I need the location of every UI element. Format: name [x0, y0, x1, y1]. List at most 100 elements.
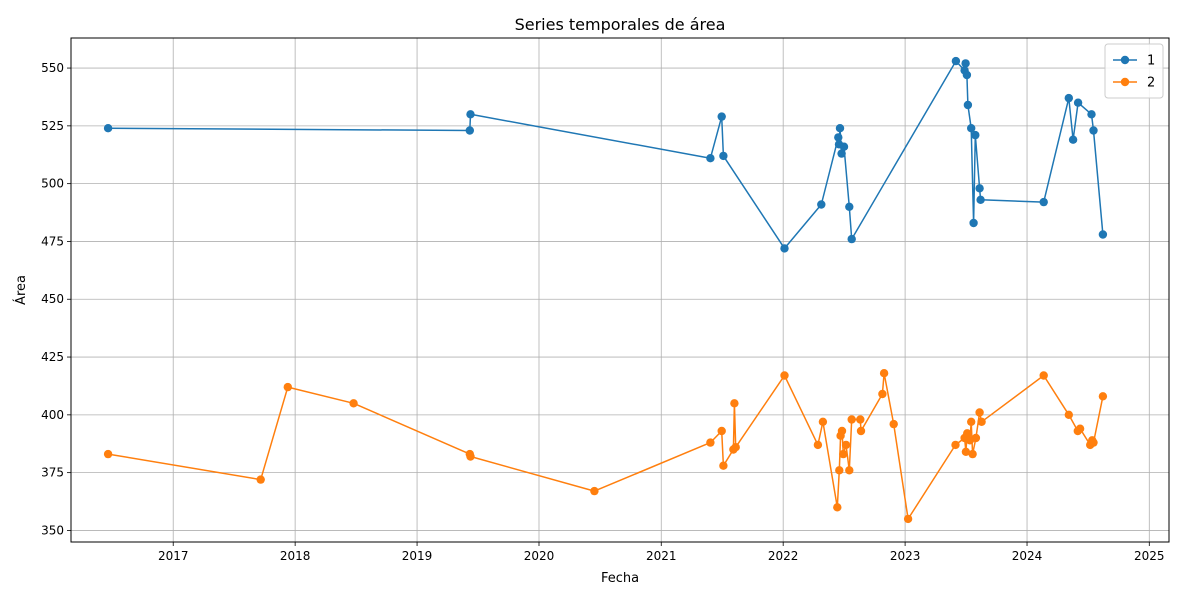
- series-2-point: [879, 369, 889, 378]
- x-tick-label: 2024: [1012, 549, 1043, 563]
- series-1-point: [465, 126, 474, 135]
- series-1-point: [780, 244, 789, 253]
- series-2-point: [706, 438, 715, 447]
- series-layer: [103, 56, 1108, 524]
- x-tick-label: 2022: [768, 549, 799, 563]
- y-tick-label: 350: [41, 523, 64, 537]
- series-1-point: [1098, 230, 1108, 239]
- series-2-point: [975, 408, 984, 417]
- series-2-point: [466, 452, 475, 461]
- series-1-point: [1073, 98, 1083, 107]
- series-2-point: [256, 475, 265, 484]
- legend-marker-1: [1120, 55, 1130, 65]
- legend: 12: [1104, 43, 1164, 99]
- series-2-point: [845, 466, 854, 475]
- series-1-point: [706, 154, 715, 163]
- series-2-point: [1089, 438, 1098, 447]
- series-2-point: [963, 429, 972, 438]
- series-2-point: [813, 440, 823, 450]
- series-2-point: [1075, 424, 1085, 433]
- series-2-point: [835, 466, 844, 475]
- series-1-point: [962, 70, 972, 80]
- series-1-point: [1087, 110, 1096, 119]
- series-1-point: [1064, 93, 1074, 103]
- series-1-point: [976, 195, 985, 204]
- series-1-point: [835, 124, 845, 133]
- y-tick-label: 400: [41, 408, 64, 422]
- series-1-point: [845, 202, 854, 211]
- series-2-point: [731, 443, 740, 452]
- series-1-point: [1039, 197, 1048, 207]
- series-2-point: [283, 382, 292, 392]
- tick-layer: 2017 2018 2019 2020 2021 2022 2023 2024 2025 350 3…: [41, 61, 1164, 563]
- y-tick-label: 475: [41, 234, 64, 248]
- series-1-point: [961, 59, 970, 68]
- series-2-point: [103, 449, 113, 459]
- series-2-point: [839, 449, 848, 459]
- series-2-point: [961, 447, 971, 456]
- series-2-point: [856, 415, 865, 424]
- series-1-point: [466, 110, 475, 119]
- y-tick-label: 500: [41, 177, 64, 191]
- series-2-point: [847, 415, 856, 424]
- x-tick-label: 2017: [158, 549, 189, 563]
- series-2: [103, 369, 1108, 524]
- legend-marker-2: [1120, 77, 1130, 87]
- x-tick-label: 2020: [524, 549, 555, 563]
- series-1-point: [967, 124, 976, 133]
- series-1-point: [1068, 135, 1078, 144]
- series-2-point: [971, 433, 981, 443]
- x-tick-label: 2018: [280, 549, 311, 563]
- y-axis-label: Área: [13, 275, 29, 305]
- series-2-point: [833, 503, 842, 512]
- chart-title: Series temporales de área: [515, 15, 726, 34]
- y-tick-label: 375: [41, 466, 64, 480]
- y-tick-label: 525: [41, 119, 64, 133]
- plot-frame: [70, 37, 1170, 543]
- series-1-point: [834, 133, 843, 142]
- series-1-point: [963, 100, 973, 110]
- series-1-point: [103, 124, 113, 133]
- series-2-point: [780, 371, 789, 380]
- series-2-point: [1039, 371, 1048, 380]
- series-2-point: [1098, 392, 1108, 401]
- series-2-point: [349, 399, 358, 408]
- y-tick-label: 425: [41, 350, 64, 364]
- series-1-point: [975, 184, 984, 193]
- x-tick-label: 2023: [890, 549, 921, 563]
- series-1-point: [837, 149, 846, 158]
- legend-label-1: 1: [1147, 54, 1155, 69]
- series-1-point: [951, 56, 961, 66]
- x-tick-label: 2021: [646, 549, 677, 563]
- x-tick-label: 2019: [402, 549, 433, 563]
- series-2-point: [730, 399, 739, 408]
- y-tick-label: 550: [41, 61, 64, 75]
- series-2-point: [977, 417, 986, 426]
- series-2-point: [951, 440, 960, 450]
- legend-label-2: 2: [1147, 76, 1155, 91]
- series-1-point: [1089, 126, 1098, 135]
- series-2-point: [967, 417, 976, 426]
- series-2-point: [856, 426, 866, 436]
- legend-box: [1104, 43, 1164, 99]
- x-tick-label: 2025: [1134, 549, 1165, 563]
- series-2-point: [818, 417, 828, 426]
- series-2-point: [717, 426, 726, 436]
- series-1-point: [719, 151, 728, 161]
- series-1-line: [108, 60, 1104, 250]
- series-1-point: [717, 112, 726, 121]
- series-2-point: [837, 426, 847, 436]
- series-1-point: [971, 130, 980, 140]
- series-1-point: [969, 218, 978, 228]
- series-2-point: [719, 461, 728, 470]
- series-2-point: [968, 449, 977, 459]
- series-1: [103, 56, 1108, 253]
- series-2-point: [590, 486, 599, 496]
- series-1-point: [839, 142, 849, 151]
- series-2-point: [903, 514, 913, 524]
- series-1-point: [817, 200, 826, 209]
- series-2-point: [878, 389, 887, 399]
- series-2-point: [1064, 410, 1074, 419]
